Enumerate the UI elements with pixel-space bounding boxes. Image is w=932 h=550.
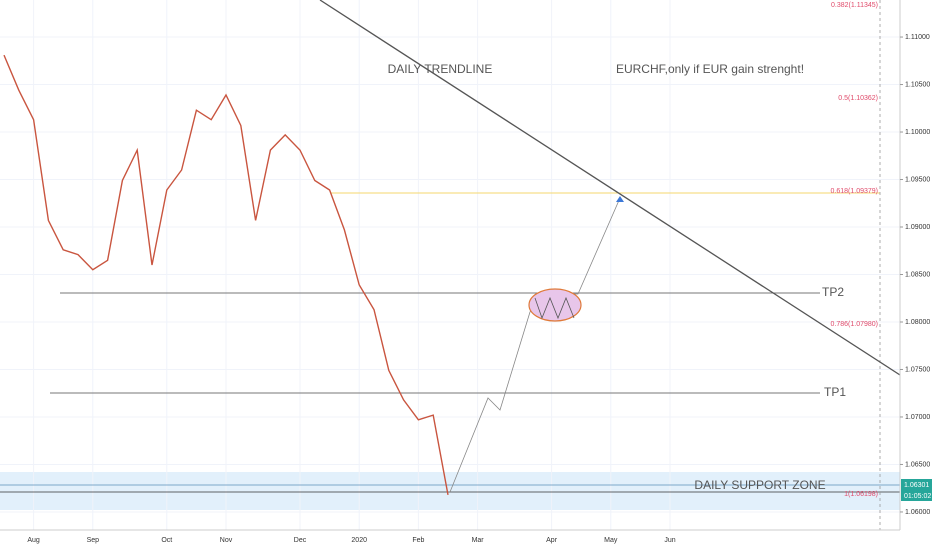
trendline [319, 0, 901, 376]
tp-label: TP1 [824, 385, 846, 399]
x-tick-label: Feb [412, 537, 424, 544]
x-tick-label: Aug [27, 537, 40, 544]
y-tick-label: 1.06000 [905, 509, 930, 516]
tp-label: TP2 [822, 285, 844, 299]
annotation: EURCHF,only if EUR gain strenght! [616, 62, 804, 76]
annotation: DAILY TRENDLINE [388, 62, 493, 76]
y-tick-label: 1.08500 [905, 271, 930, 278]
x-tick-label: Sep [87, 537, 100, 544]
x-tick-label: Mar [472, 537, 485, 544]
y-tick-label: 1.07000 [905, 414, 930, 421]
zigzag [534, 296, 575, 320]
x-tick-label: 2020 [351, 537, 367, 544]
price-tag-label: 1.06301 [904, 482, 929, 489]
x-tick-label: Jun [664, 537, 675, 544]
axis-labels: 1.06000 1.06500 1.07000 1.07500 1.08000 1.085… [27, 34, 930, 544]
x-tick-label: Nov [220, 537, 233, 544]
y-tick-label: 1.10500 [905, 81, 930, 88]
fib-label: 0.5(1.10362) [838, 95, 878, 102]
x-tick-label: Oct [161, 537, 172, 544]
x-tick-label: May [604, 537, 618, 544]
y-tick-label: 1.09500 [905, 176, 930, 183]
fib-label: 1(1.06198) [844, 491, 878, 498]
plot [3, 54, 449, 496]
y-tick-label: 1.10000 [905, 129, 930, 136]
countdown-label: 01:05:02 [904, 493, 931, 500]
y-tick-label: 1.06500 [905, 461, 930, 468]
price-line [3, 54, 449, 496]
y-tick-label: 1.08000 [905, 319, 930, 326]
arrow-head [616, 196, 624, 202]
x-tick-label: Apr [546, 537, 558, 544]
fib-label: 0.618(1.09379) [831, 188, 878, 195]
grid [0, 0, 900, 530]
y-tick-label: 1.09000 [905, 224, 930, 231]
fib-label: 0.382(1.11345) [831, 2, 878, 9]
consolidation-ellipse [528, 288, 582, 322]
price-tag [901, 479, 932, 490]
countdown-tag [901, 490, 932, 501]
projection-path [449, 197, 621, 493]
y-tick-label: 1.07500 [905, 366, 930, 373]
y-tick-label: 1.11000 [905, 34, 930, 41]
fib-label: 0.786(1.07980) [831, 321, 878, 328]
annotation: DAILY SUPPORT ZONE [694, 478, 825, 492]
x-tick-label: Dec [294, 537, 307, 544]
